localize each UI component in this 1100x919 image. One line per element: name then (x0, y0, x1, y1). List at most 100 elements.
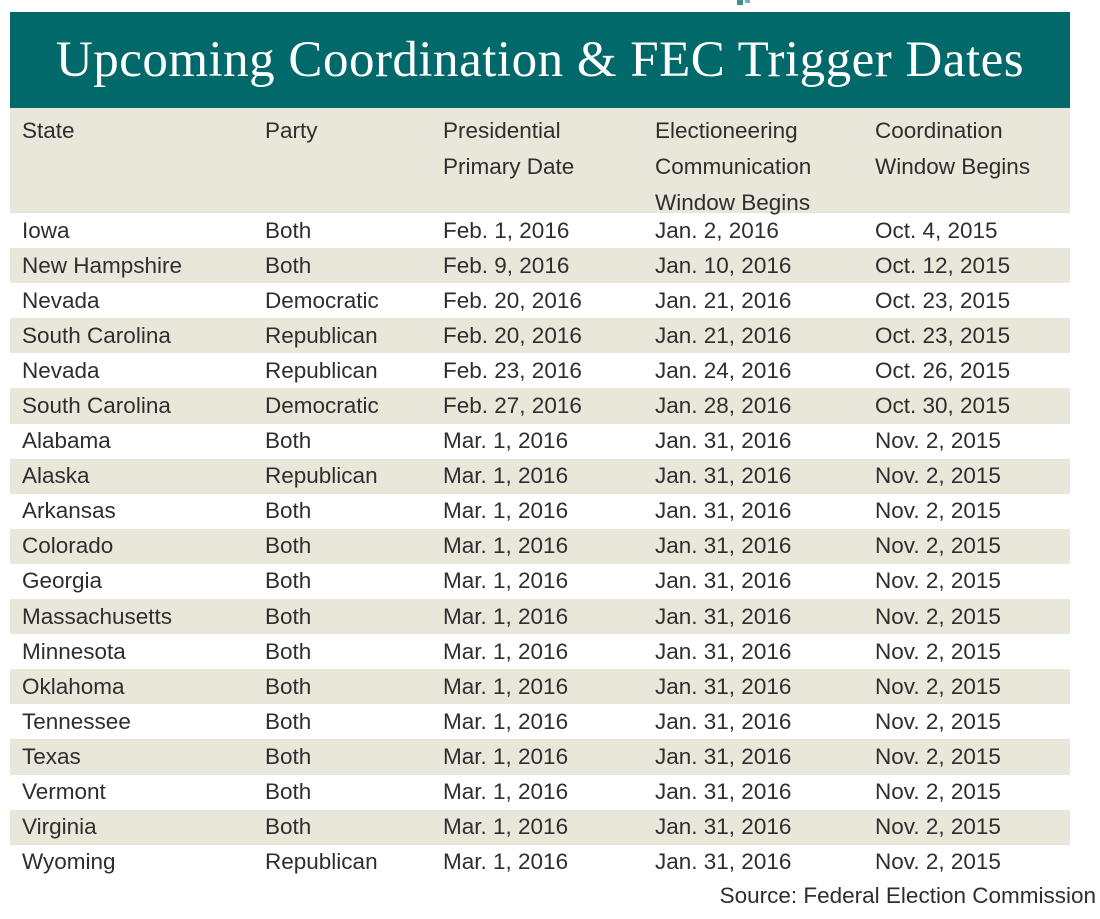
table-cell: Jan. 24, 2016 (655, 357, 792, 383)
table-cell: Virginia (22, 814, 97, 840)
table-cell: Oct. 4, 2015 (875, 217, 998, 243)
table-cell: Mar. 1, 2016 (443, 708, 569, 734)
column-header-line: State (22, 118, 75, 143)
table-cell: Oct. 12, 2015 (875, 252, 1011, 278)
table-cell: Nov. 2, 2015 (875, 673, 1001, 699)
table-cell: Jan. 31, 2016 (655, 568, 792, 594)
table-cell: Republican (265, 849, 378, 875)
table-cell: Both (265, 708, 312, 734)
table-row: Iowa Both Feb. 1, 2016 Jan. 2, 2016 Oct. 4, … (10, 213, 1070, 249)
page-title: Upcoming Coordination & FEC Trigger Date… (55, 32, 1025, 88)
table-cell: New Hampshire (22, 252, 183, 278)
table-cell: Both (265, 498, 312, 524)
table-row: Virginia Both Mar. 1, 2016 Jan. 31, 2016 Nov… (10, 809, 1070, 845)
table-cell: Feb. 1, 2016 (443, 217, 570, 243)
table-cell: Oct. 26, 2015 (875, 357, 1011, 383)
table-cell: Mar. 1, 2016 (443, 498, 569, 524)
table-cell: Nov. 2, 2015 (875, 708, 1001, 734)
column-header-line: Electioneering (655, 118, 798, 143)
table-cell: Mar. 1, 2016 (443, 638, 569, 664)
table-title-banner: Upcoming Coordination & FEC Trigger Date… (10, 12, 1070, 108)
table-cell: Wyoming (22, 849, 116, 875)
table-cell: Mar. 1, 2016 (443, 603, 569, 629)
table-row: Colorado Both Mar. 1, 2016 Jan. 31, 2016 Nov… (10, 528, 1070, 564)
table-cell: Iowa (22, 217, 70, 243)
table-cell: Jan. 28, 2016 (655, 393, 792, 419)
table-cell: Nov. 2, 2015 (875, 743, 1001, 769)
table-cell: Jan. 10, 2016 (655, 252, 792, 278)
column-header-line: Communication (655, 154, 812, 179)
table-row: South Carolina Republican Feb. 20, 2016 Jan… (10, 318, 1070, 354)
table-body: Iowa Both Feb. 1, 2016 Jan. 2, 2016 Oct. 4, … (10, 213, 1070, 880)
table-cell: Jan. 31, 2016 (655, 814, 792, 840)
table-cell: Mar. 1, 2016 (443, 673, 569, 699)
table-cell: Republican (265, 463, 378, 489)
table-row: Georgia Both Mar. 1, 2016 Jan. 31, 2016 Nov.… (10, 563, 1070, 600)
table-cell: Mar. 1, 2016 (443, 568, 569, 594)
table-cell: Feb. 20, 2016 (443, 322, 582, 348)
table-cell: Mar. 1, 2016 (443, 779, 569, 805)
table-cell: Mar. 1, 2016 (443, 814, 569, 840)
table-header-row: State Party Presidential Primary Date Electi… (10, 108, 1070, 215)
table-cell: Both (265, 428, 312, 454)
table-row: Massachusetts Both Mar. 1, 2016 Jan. 31, 20… (10, 599, 1070, 635)
table-cell: South Carolina (22, 393, 171, 419)
table-cell: Jan. 21, 2016 (655, 287, 792, 313)
table-cell: Feb. 9, 2016 (443, 252, 570, 278)
table-row: South Carolina Democratic Feb. 27, 2016 Jan… (10, 388, 1070, 424)
table-row: Minnesota Both Mar. 1, 2016 Jan. 31, 2016 No… (10, 634, 1070, 670)
table-cell: Both (265, 638, 312, 664)
table-cell: Nov. 2, 2015 (875, 498, 1001, 524)
table-row: Alaska Republican Mar. 1, 2016 Jan. 31, 201… (10, 458, 1070, 494)
column-header: State (22, 113, 265, 221)
table-cell: Nov. 2, 2015 (875, 638, 1001, 664)
table-cell: Jan. 31, 2016 (655, 428, 792, 454)
table-cell: Jan. 31, 2016 (655, 603, 792, 629)
column-header: Presidential Primary Date (443, 113, 655, 221)
table-cell: Nov. 2, 2015 (875, 463, 1001, 489)
table-cell: Tennessee (22, 708, 131, 734)
table-cell: Jan. 21, 2016 (655, 322, 792, 348)
table-cell: Democratic (265, 393, 379, 419)
column-header-line: Window Begins (655, 190, 811, 215)
column-header: Party (265, 113, 443, 221)
table-cell: Nov. 2, 2015 (875, 533, 1001, 559)
table-cell: Republican (265, 322, 378, 348)
table-cell: Alaska (22, 463, 90, 489)
table-row: Nevada Republican Feb. 23, 2016 Jan. 24, 20… (10, 353, 1070, 389)
table-cell: Jan. 31, 2016 (655, 849, 792, 875)
table-row: Wyoming Republican Mar. 1, 2016 Jan. 31, 20… (10, 844, 1070, 880)
table-cell: Both (265, 568, 312, 594)
table-cell: Mar. 1, 2016 (443, 428, 569, 454)
table-cell: Democratic (265, 287, 379, 313)
table-cell: Both (265, 217, 312, 243)
table-cell: Arkansas (22, 498, 116, 524)
table-cell: Oklahoma (22, 673, 125, 699)
table-row: Nevada Democratic Feb. 20, 2016 Jan. 21, 20… (10, 283, 1070, 319)
column-header: Electioneering Communication Window Begins (655, 113, 875, 221)
table-cell: Colorado (22, 533, 114, 559)
table-row: New Hampshire Both Feb. 9, 2016 Jan. 10, 20… (10, 248, 1070, 284)
column-header-line: Window Begins (875, 154, 1031, 179)
table-row: Arkansas Both Mar. 1, 2016 Jan. 31, 2016 Nov… (10, 493, 1070, 529)
table-cell: Mar. 1, 2016 (443, 849, 569, 875)
table-cell: Both (265, 743, 312, 769)
table-cell: Both (265, 252, 312, 278)
table-cell: Georgia (22, 568, 103, 594)
table-cell: Jan. 31, 2016 (655, 498, 792, 524)
table-cell: Texas (22, 743, 81, 769)
table-cell: Jan. 31, 2016 (655, 708, 792, 734)
table-cell: Jan. 31, 2016 (655, 743, 792, 769)
table-cell: Both (265, 533, 312, 559)
table-cell: Mar. 1, 2016 (443, 463, 569, 489)
table-cell: Mar. 1, 2016 (443, 743, 569, 769)
table-cell: Nevada (22, 287, 100, 313)
table-cell: Nov. 2, 2015 (875, 814, 1001, 840)
table-cell: Oct. 23, 2015 (875, 322, 1011, 348)
table-cell: Jan. 31, 2016 (655, 463, 792, 489)
source-note: Source: Federal Election Commission (719, 883, 1096, 908)
table-cell: Nov. 2, 2015 (875, 428, 1001, 454)
table-cell: Feb. 27, 2016 (443, 393, 582, 419)
table-cell: Jan. 31, 2016 (655, 779, 792, 805)
column-header-line: Party (265, 118, 318, 143)
